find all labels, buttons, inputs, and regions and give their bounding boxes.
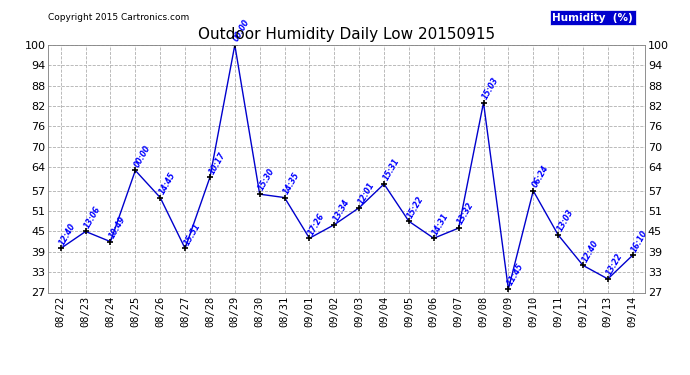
Text: 13:06: 13:06 xyxy=(83,204,103,230)
Text: 12:01: 12:01 xyxy=(356,181,376,206)
Text: 14:45: 14:45 xyxy=(157,171,177,196)
Text: 17:26: 17:26 xyxy=(306,211,326,237)
Text: 15:03: 15:03 xyxy=(481,76,500,101)
Text: 00:00: 00:00 xyxy=(232,18,252,43)
Text: 13:22: 13:22 xyxy=(605,252,625,277)
Text: Copyright 2015 Cartronics.com: Copyright 2015 Cartronics.com xyxy=(48,13,190,22)
Text: 12:40: 12:40 xyxy=(580,238,600,264)
Text: 12:40: 12:40 xyxy=(58,222,78,247)
Text: Humidity  (%): Humidity (%) xyxy=(553,13,633,23)
Text: 11:45: 11:45 xyxy=(506,262,525,287)
Text: 13:34: 13:34 xyxy=(331,198,351,223)
Text: 16:10: 16:10 xyxy=(630,228,650,254)
Text: 10:17: 10:17 xyxy=(207,150,227,176)
Text: 15:31: 15:31 xyxy=(381,157,401,182)
Text: 14:35: 14:35 xyxy=(282,171,302,196)
Text: 06:24: 06:24 xyxy=(531,164,550,189)
Title: Outdoor Humidity Daily Low 20150915: Outdoor Humidity Daily Low 20150915 xyxy=(198,27,495,42)
Text: 13:03: 13:03 xyxy=(555,208,575,233)
Text: 15:30: 15:30 xyxy=(257,167,277,192)
Text: 15:51: 15:51 xyxy=(182,222,202,247)
Text: 15:22: 15:22 xyxy=(406,194,426,220)
Text: 13:32: 13:32 xyxy=(456,201,475,226)
Text: 14:31: 14:31 xyxy=(431,211,451,237)
Text: 00:00: 00:00 xyxy=(132,144,152,169)
Text: 10:49: 10:49 xyxy=(108,214,128,240)
